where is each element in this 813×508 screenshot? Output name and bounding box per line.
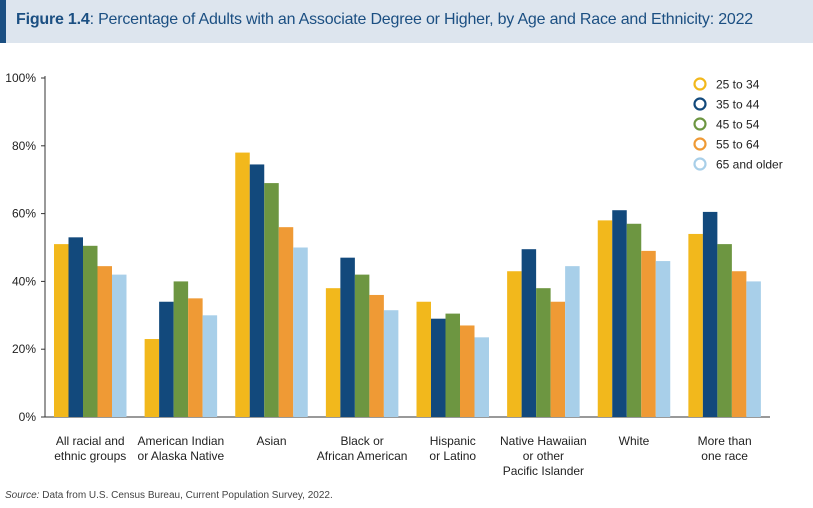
legend-marker <box>693 157 707 171</box>
bar <box>626 223 642 417</box>
bar <box>144 339 160 417</box>
bar <box>431 318 446 417</box>
bar <box>536 288 551 417</box>
bar <box>249 164 265 417</box>
bar <box>521 249 537 417</box>
bar <box>112 274 127 417</box>
bar <box>597 220 613 417</box>
category-label: Asian <box>256 434 286 448</box>
bar <box>354 274 370 417</box>
figure-label: Figure 1.4 <box>16 11 90 28</box>
legend-label: 45 to 54 <box>716 118 760 132</box>
bar <box>278 227 294 417</box>
bar <box>507 271 522 417</box>
bar <box>97 266 112 417</box>
bar <box>264 183 279 417</box>
bar <box>460 325 475 417</box>
legend-label: 55 to 64 <box>716 138 760 152</box>
category-label: Black or African American <box>317 434 408 463</box>
source-note: Source: Data from U.S. Census Bureau, Cu… <box>5 490 333 501</box>
category-label: Hispanic or Latino <box>429 434 476 463</box>
bar <box>550 301 566 417</box>
legend-label: 25 to 34 <box>716 78 760 92</box>
bar <box>731 271 747 417</box>
bar <box>445 313 460 417</box>
category-label: Native Hawaiian or other Pacific Islander <box>500 434 587 478</box>
y-tick-label: 40% <box>12 274 36 288</box>
bar <box>159 301 174 417</box>
bar <box>83 245 98 417</box>
legend-label: 35 to 44 <box>716 98 760 112</box>
y-tick-label: 100% <box>5 71 36 85</box>
bar <box>173 281 189 417</box>
bar <box>340 257 355 417</box>
bar <box>565 266 580 417</box>
legend-label: 65 and older <box>716 158 783 172</box>
legend-marker <box>693 77 707 91</box>
figure-header: Figure 1.4: Percentage of Adults with an… <box>0 0 813 43</box>
legend-marker <box>693 137 707 151</box>
bar <box>702 211 718 417</box>
category-label: More than one race <box>698 434 752 463</box>
category-label: White <box>619 434 650 448</box>
header-accent-bar <box>0 0 6 43</box>
bar <box>688 233 703 417</box>
legend-marker <box>693 117 707 131</box>
bar <box>188 298 203 417</box>
bar <box>416 301 431 417</box>
bar <box>54 244 69 417</box>
category-label: All racial and ethnic groups <box>54 434 126 463</box>
y-tick-label: 60% <box>12 207 36 221</box>
bar-chart: 0% 20% 40% 60% 80% 100% All racial and ethnic g… <box>5 71 783 478</box>
bar <box>68 237 83 417</box>
bar <box>235 152 250 417</box>
bar <box>641 250 656 417</box>
y-tick-label: 80% <box>12 139 36 153</box>
y-tick-label: 20% <box>12 342 36 356</box>
bar <box>293 247 308 417</box>
source-label: Source: <box>5 490 40 501</box>
bar <box>612 210 627 417</box>
bar <box>369 294 384 417</box>
bar <box>655 261 671 417</box>
figure-title-text: : Percentage of Adults with an Associate… <box>89 11 754 28</box>
bar <box>746 281 761 417</box>
legend-marker <box>693 97 707 111</box>
y-tick-label: 0% <box>19 410 37 424</box>
category-label: American Indian or Alaska Native <box>138 434 225 463</box>
bar <box>474 337 489 417</box>
bar <box>383 310 399 417</box>
bar <box>325 288 341 417</box>
bar <box>717 244 732 417</box>
bar <box>202 315 218 417</box>
figure-title: Figure 1.4: Percentage of Adults with an… <box>16 11 753 29</box>
source-text: Data from U.S. Census Bureau, Current Po… <box>39 490 333 501</box>
